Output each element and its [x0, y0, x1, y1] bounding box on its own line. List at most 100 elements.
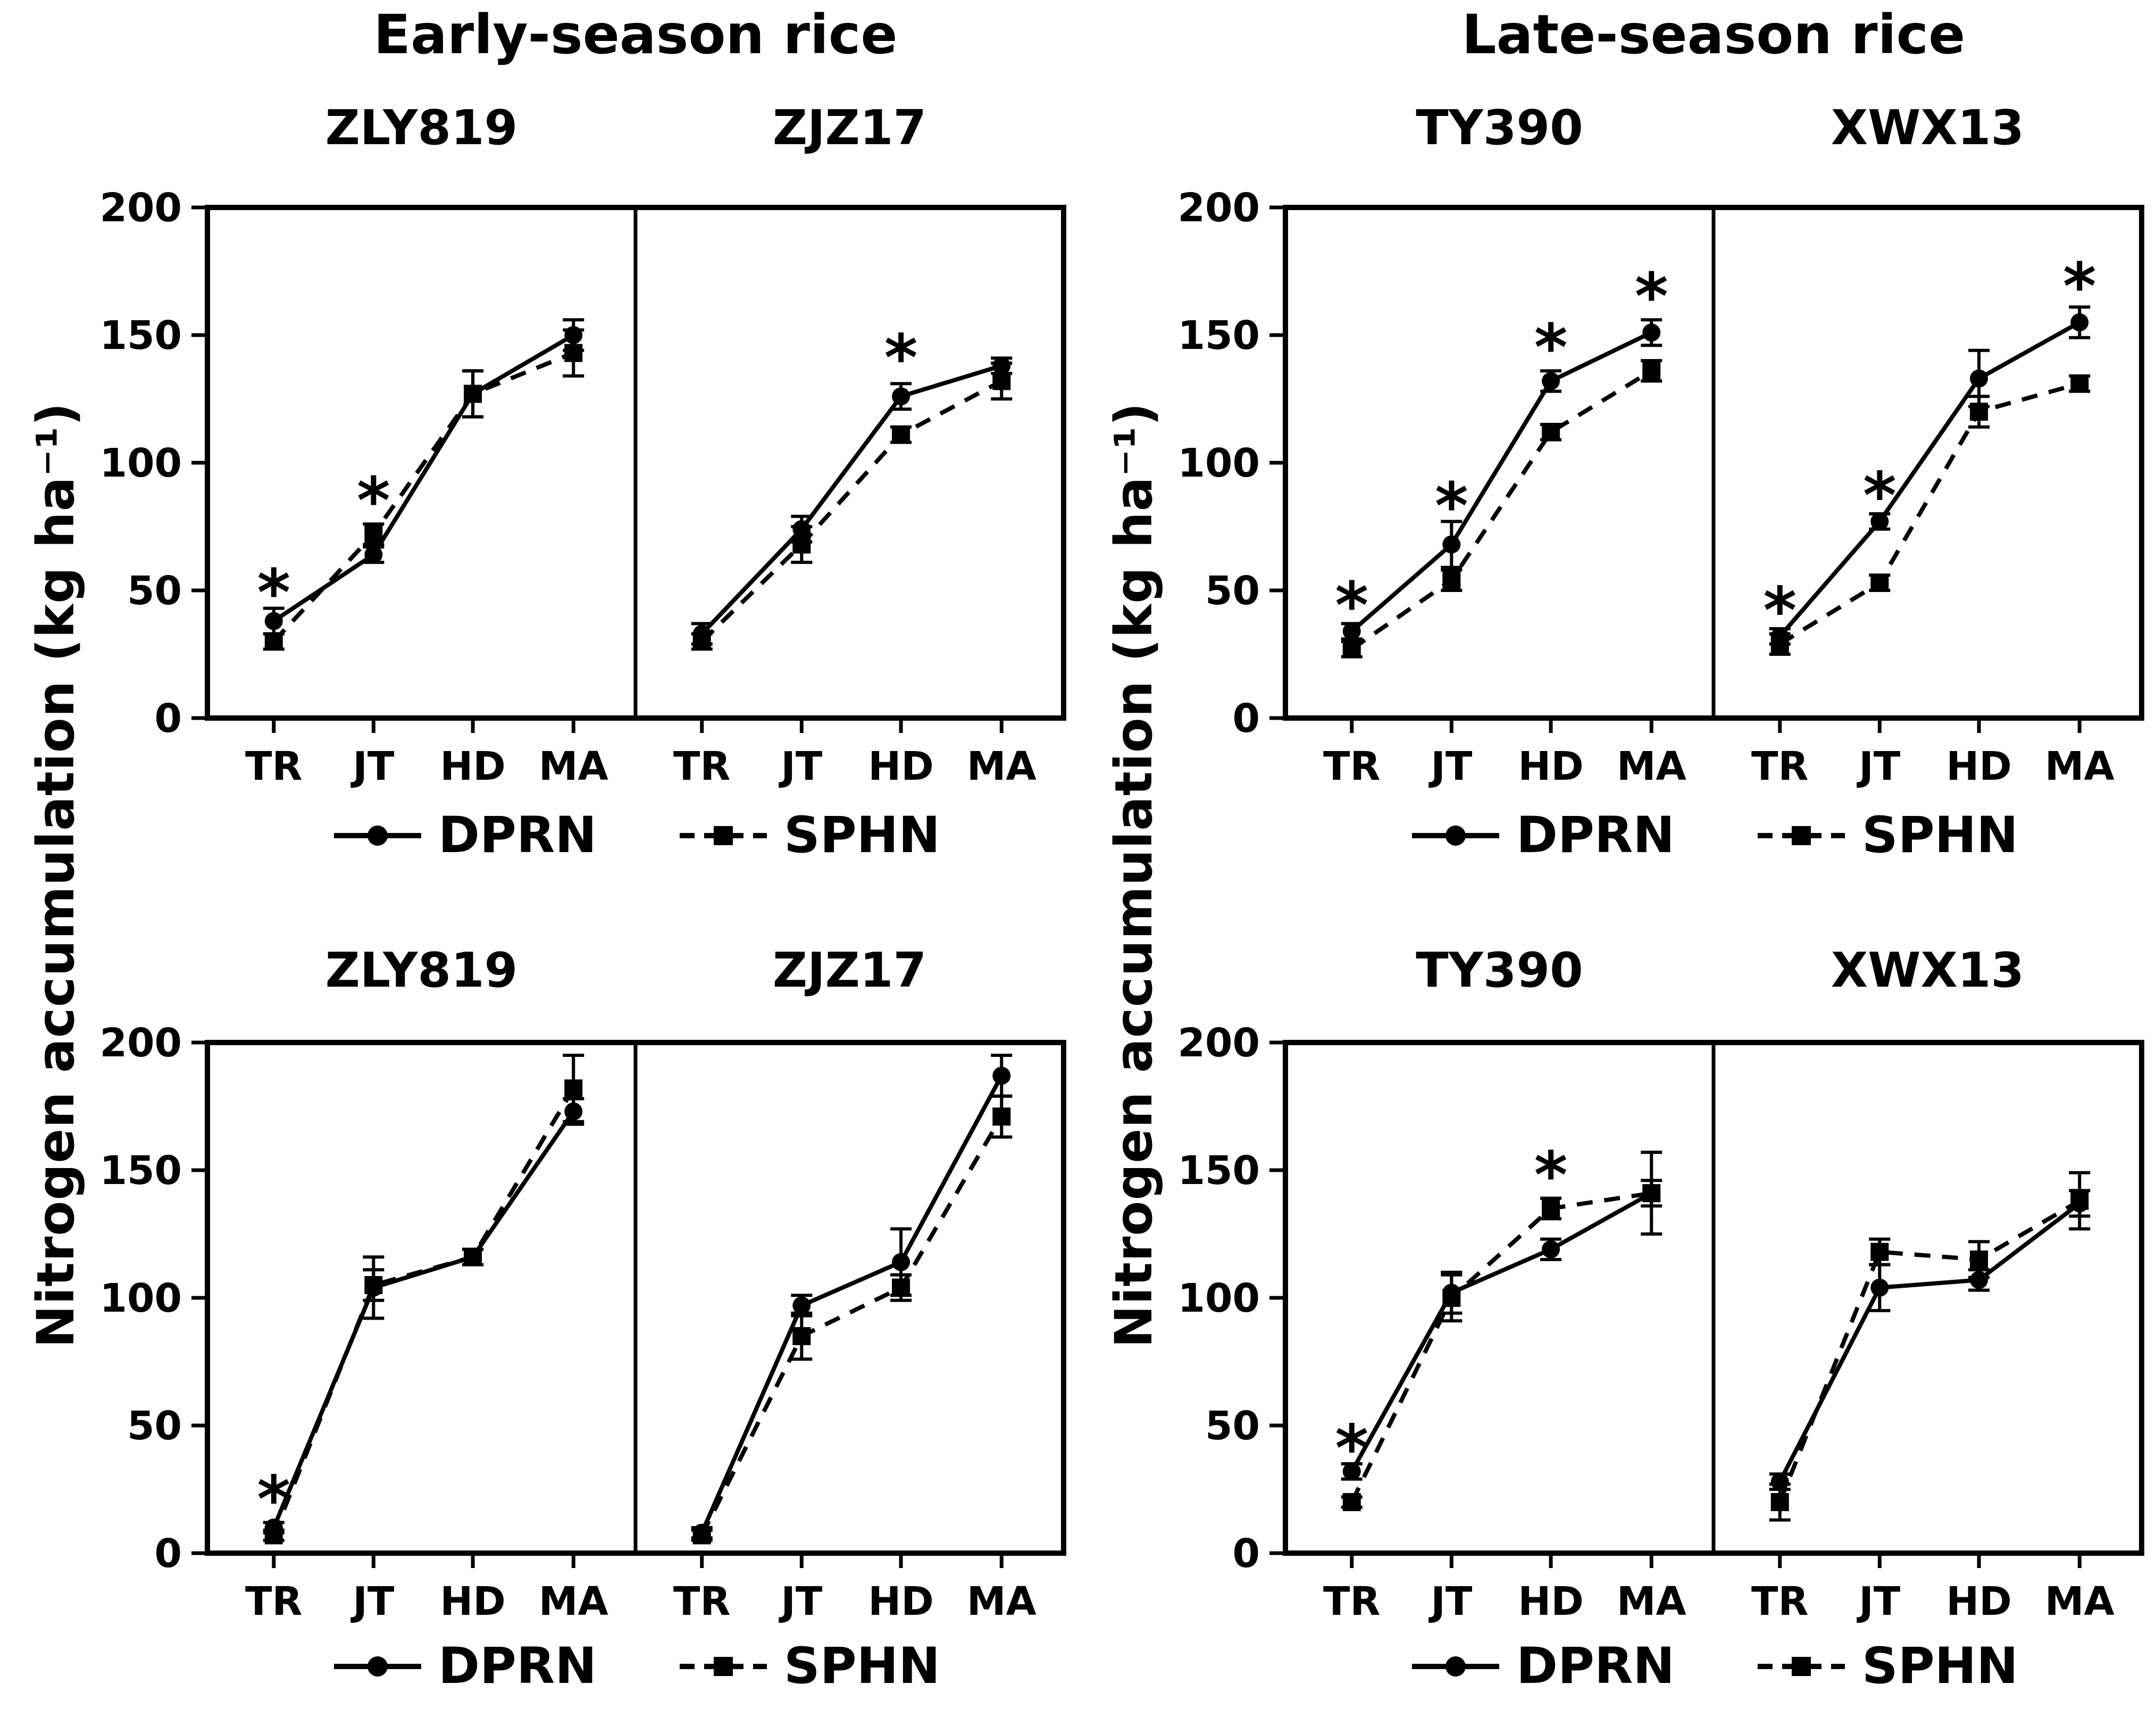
panel-title-zjz17-top: ZJZ17 [772, 100, 927, 156]
data-point-square-sphn [1542, 1199, 1560, 1218]
x-axis-tick-label: JT [1428, 744, 1473, 789]
y-axis-tick-label: 200 [1178, 1027, 1260, 1066]
data-point-circle-dprn [1542, 1240, 1560, 1258]
x-axis-tick-label: MA [967, 744, 1037, 789]
data-point-square-sphn [1342, 640, 1361, 658]
data-point-square-sphn [2070, 374, 2089, 393]
series-line-dprn [272, 333, 575, 623]
y-axis-tick-label: 150 [1178, 313, 1260, 359]
y-axis-tick-label: 150 [100, 313, 182, 359]
legend-label-sphn: SPHN [1862, 1637, 2018, 1695]
panel-title-row: TY390 XWX13 [1285, 100, 2142, 156]
significance-asterisk: * [884, 321, 918, 395]
x-axis-tick-label: HD [1518, 744, 1583, 789]
data-point-square-sphn [1542, 423, 1560, 441]
x-axis-tick-label: MA [1617, 1579, 1686, 1624]
data-point-square-sphn [792, 535, 811, 554]
legend-label-sphn: SPHN [784, 806, 940, 864]
data-point-circle-dprn [2070, 313, 2089, 331]
data-point-circle-dprn [1542, 372, 1560, 390]
y-axis-tick-label: 100 [1178, 1276, 1260, 1321]
panel-title-row: TY390 XWX13 [1285, 943, 2142, 998]
significance-asterisk: * [1534, 1139, 1568, 1213]
sphn-line-marker-icon [680, 826, 767, 845]
data-point-square-sphn [992, 1107, 1011, 1126]
data-point-square-sphn [1870, 1243, 1889, 1261]
x-axis-tick-label: MA [2045, 744, 2115, 789]
panel-title-zjz17-bottom: ZJZ17 [772, 943, 927, 998]
significance-asterisk: * [1763, 574, 1796, 648]
legend: DPRN SPHN [1285, 806, 2142, 864]
y-axis-tick-label: 50 [1205, 568, 1260, 614]
x-axis-tick-label: JT [350, 744, 395, 789]
y-axis-tick-label: 200 [100, 191, 182, 231]
data-point-circle-dprn [1642, 323, 1661, 342]
x-axis-tick-label: JT [778, 744, 823, 789]
significance-asterisk: * [357, 464, 390, 538]
panel-title-row: ZLY819 ZJZ17 [207, 943, 1064, 998]
data-point-circle-dprn [1970, 1271, 1988, 1289]
data-point-square-sphn [692, 632, 711, 651]
x-axis-tick-label: MA [539, 744, 608, 789]
plot-frame [205, 205, 1066, 721]
y-axis-tick-label: 0 [155, 1531, 182, 1577]
x-axis-tick-label: HD [440, 744, 505, 789]
x-axis-tick-label: TR [245, 744, 302, 789]
y-axis-tick-label: 150 [100, 1148, 182, 1194]
dprn-line-marker-icon [1412, 825, 1500, 846]
x-axis-tick-label: TR [673, 1579, 730, 1624]
y-axis-tick-label: 200 [100, 1027, 182, 1066]
legend-item-sphn: SPHN [676, 1637, 940, 1695]
data-point-square-sphn [1442, 571, 1461, 589]
data-point-circle-dprn [992, 1066, 1011, 1085]
x-axis-tick-label: JT [1856, 744, 1901, 789]
data-point-square-sphn [892, 426, 910, 444]
data-point-circle-dprn [1970, 369, 1988, 388]
y-axis-tick-label: 200 [1178, 191, 1260, 231]
legend-label-sphn: SPHN [784, 1637, 940, 1695]
legend: DPRN SPHN [1285, 1637, 2142, 1695]
series-line-sphn [700, 1115, 1004, 1537]
x-axis-tick-label: MA [967, 1579, 1037, 1624]
dprn-line-marker-icon [334, 1656, 422, 1677]
x-axis-tick-label: MA [539, 1579, 608, 1624]
data-point-square-sphn [1642, 1184, 1661, 1203]
y-axis-tick-label: 50 [1205, 1403, 1260, 1449]
data-point-circle-dprn [564, 1102, 583, 1121]
sphn-line-marker-icon [680, 1656, 767, 1676]
series-line-sphn [1778, 381, 2080, 646]
legend-label-dprn: DPRN [1516, 806, 1675, 864]
line-chart-early-bottom: 0 50 100 150 200 TR JT HD MA * TR JT HD MA [100, 1027, 1066, 1624]
y-axis-tick-label: 0 [1233, 696, 1260, 741]
data-point-square-sphn [1770, 635, 1789, 653]
data-point-square-sphn [892, 1278, 910, 1297]
data-point-circle-dprn [564, 326, 583, 344]
x-axis-tick-label: TR [1323, 1579, 1380, 1624]
dprn-line-marker-icon [334, 825, 422, 846]
y-axis-tick-label: 150 [1178, 1148, 1260, 1194]
legend-item-dprn: DPRN [331, 1637, 597, 1695]
data-point-square-sphn [364, 1276, 383, 1294]
data-point-square-sphn [1970, 1251, 1988, 1269]
x-axis-tick-label: TR [673, 744, 730, 789]
legend-item-sphn: SPHN [1754, 806, 2018, 864]
significance-asterisk: * [1335, 569, 1368, 643]
line-chart-late-bottom: 0 50 100 150 200 TR JT HD MA * * TR JT HD MA [1178, 1027, 2144, 1624]
plot-frame [1283, 205, 2144, 721]
legend: DPRN SPHN [207, 1637, 1064, 1695]
panel-title-row: ZLY819 ZJZ17 [207, 100, 1064, 156]
early-season-column: Nitrogen accumulation (kg ha⁻¹) Early-se… [26, 3, 1066, 1695]
x-axis-tick-label: HD [1946, 744, 2011, 789]
x-axis-tick-label: TR [1751, 744, 1808, 789]
y-axis-tick-label: 0 [155, 696, 182, 741]
data-point-circle-dprn [992, 356, 1011, 375]
y-axis-tick-label: 100 [1178, 440, 1260, 486]
sphn-line-marker-icon [1758, 826, 1845, 845]
x-axis-tick-label: TR [245, 1579, 302, 1624]
data-point-circle-dprn [264, 612, 283, 630]
y-axis-tick-label: 0 [1233, 1531, 1260, 1577]
line-chart-late-top: 0 50 100 150 200 TR JT HD MA * * * * TR JT HD MA * * * [1178, 191, 2144, 789]
data-point-circle-dprn [892, 387, 910, 406]
legend-item-dprn: DPRN [1409, 1637, 1675, 1695]
data-point-circle-dprn [792, 1296, 811, 1315]
